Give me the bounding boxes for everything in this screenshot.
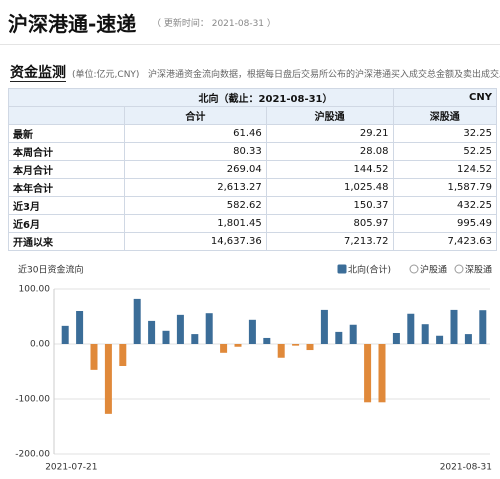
cell-value: 432.25 <box>392 196 498 215</box>
cell-value: 2,613.27 <box>123 178 267 197</box>
cell-value: 32.25 <box>392 124 498 143</box>
cell-value: 995.49 <box>392 214 498 233</box>
bar <box>292 344 300 346</box>
column-header: 合计 <box>123 106 267 125</box>
cell-value: 7,423.63 <box>392 232 498 251</box>
bar <box>133 298 141 344</box>
cell-value: 1,025.48 <box>265 178 394 197</box>
corner <box>8 106 125 125</box>
divider <box>0 44 500 45</box>
cell-value: 7,213.72 <box>265 232 394 251</box>
bar <box>479 310 487 344</box>
bar <box>76 311 84 344</box>
bar <box>378 344 386 403</box>
bar <box>464 334 472 344</box>
bar <box>320 309 328 344</box>
y-tick-label: 100.00 <box>19 285 51 295</box>
section-header: 资金监测 (单位:亿元,CNY) 沪深港通资金流向数据，根据每日盘后交易所公布的沪… <box>10 62 500 82</box>
description: 沪深港通资金流向数据，根据每日盘后交易所公布的沪深港通买入成交总金额及卖出成交总… <box>148 70 500 80</box>
cell-value: 29.21 <box>265 124 394 143</box>
bar <box>162 330 170 344</box>
bar <box>364 344 372 403</box>
bar <box>277 344 285 358</box>
bar <box>176 314 184 344</box>
cell-value: 28.08 <box>265 142 394 161</box>
cell-value: 805.97 <box>265 214 394 233</box>
bar <box>104 344 112 414</box>
table-row: 近3月 582.62 150.37 432.25 <box>8 196 498 215</box>
update-time: （ 更新时间： 2021-08-31 ） <box>152 19 276 29</box>
cell-value: 269.04 <box>123 160 267 179</box>
page-title: 沪深港通-速递 <box>8 12 137 36</box>
cell-value: 150.37 <box>265 196 394 215</box>
section-title: 资金监测 <box>10 65 66 82</box>
legend-label[interactable]: 北向(合计) <box>348 264 391 276</box>
cell-value: 124.52 <box>392 160 498 179</box>
row-label: 本年合计 <box>8 178 125 197</box>
table-row: 开通以来 14,637.36 7,213.72 7,423.63 <box>8 232 498 251</box>
table-row: 近6月 1,801.45 805.97 995.49 <box>8 214 498 233</box>
chart: 近30日资金流向 -200.00 -100.00 0.00 100.00 北向(合计) 沪… <box>15 264 492 473</box>
legend-checkbox[interactable] <box>454 264 464 274</box>
table-row: 最新 61.46 29.21 32.25 <box>8 124 498 143</box>
cell-value: 14,637.36 <box>123 232 267 251</box>
cell-value: 61.46 <box>123 124 267 143</box>
row-label: 开通以来 <box>8 232 125 251</box>
cell-value: 1,801.45 <box>123 214 267 233</box>
y-tick-label: -200.00 <box>15 450 50 460</box>
row-label: 本周合计 <box>8 142 125 161</box>
bar <box>335 331 343 344</box>
row-label: 近3月 <box>8 196 125 215</box>
bar <box>392 333 400 344</box>
legend-checkbox[interactable] <box>409 264 419 274</box>
cell-value: 144.52 <box>265 160 394 179</box>
bar <box>90 344 98 370</box>
data-table: 北向（截止：2021-08-31） CNY 合计 沪股通 深股通 最新 61.46 29.2… <box>8 88 498 251</box>
cell-value: 52.25 <box>392 142 498 161</box>
caption-row: 北向（截止：2021-08-31） CNY <box>8 88 498 107</box>
bar <box>421 324 429 344</box>
cell-value: 1,587.79 <box>392 178 498 197</box>
x-tick-label: 2021-07-21 <box>45 463 97 473</box>
table-row: 本周合计 80.33 28.08 52.25 <box>8 142 498 161</box>
unit-note: (单位:亿元,CNY) <box>72 70 140 80</box>
bar <box>148 320 156 344</box>
row-label: 近6月 <box>8 214 125 233</box>
bar <box>436 335 444 344</box>
bar <box>220 344 228 353</box>
table-row: 本年合计 2,613.27 1,025.48 1,587.79 <box>8 178 498 197</box>
bar <box>349 324 357 344</box>
bar <box>61 325 69 344</box>
bar <box>407 313 415 344</box>
bar <box>234 344 242 347</box>
bar <box>450 309 458 344</box>
legend-label[interactable]: 沪股通 <box>420 264 447 276</box>
bar <box>263 337 271 344</box>
row-label: 本月合计 <box>8 160 125 179</box>
chart-title: 近30日资金流向 <box>18 264 83 276</box>
header-row: 合计 沪股通 深股通 <box>8 106 498 125</box>
legend-checkbox[interactable] <box>337 264 347 274</box>
y-tick-label: -100.00 <box>15 395 50 405</box>
bar <box>119 344 127 366</box>
column-header: 沪股通 <box>265 106 394 125</box>
column-header: 深股通 <box>392 106 498 125</box>
x-tick-label: 2021-08-31 <box>440 463 492 473</box>
bar <box>248 319 256 344</box>
bar <box>306 344 314 351</box>
legend-label[interactable]: 深股通 <box>465 265 492 276</box>
row-label: 最新 <box>8 124 125 143</box>
y-tick-label: 0.00 <box>30 340 50 350</box>
bar <box>191 334 199 344</box>
bar <box>205 313 213 344</box>
table-row: 本月合计 269.04 144.52 124.52 <box>8 160 498 179</box>
table-caption: 北向（截止：2021-08-31） <box>8 88 394 107</box>
currency: CNY <box>392 88 498 107</box>
cell-value: 80.33 <box>123 142 267 161</box>
cell-value: 582.62 <box>123 196 267 215</box>
